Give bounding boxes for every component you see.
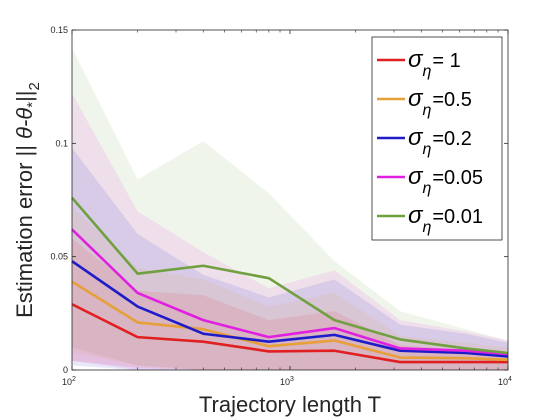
- confidence-bands: [72, 48, 508, 371]
- legend-label-4: ση=0.05: [408, 163, 483, 197]
- line-series-2: [71, 280, 509, 362]
- x-axis-label: Trajectory length T: [199, 392, 381, 417]
- band-series-1: [72, 238, 508, 370]
- line-series-3: [71, 260, 509, 358]
- y-tick-label: 0.1: [55, 138, 68, 148]
- y-axis-label-bars: ||: [12, 90, 37, 101]
- y-tick-label: 0.05: [50, 252, 68, 262]
- y-axis-label-prefix: Estimation error ||: [12, 139, 37, 318]
- y-axis-label-sub: 2: [26, 82, 43, 90]
- band-series-5: [72, 48, 508, 371]
- y-axis-label-star: *: [24, 102, 41, 108]
- y-axis-label: Estimation error || θ-θ*||2: [12, 82, 43, 318]
- y-axis-label-theta: θ-θ: [12, 108, 37, 139]
- legend-label-2: ση=0.5: [408, 85, 472, 119]
- line-series-1: [71, 303, 508, 364]
- line-series-5: [71, 196, 509, 355]
- y-tick-label: 0: [63, 365, 68, 375]
- line-series-4: [71, 228, 509, 356]
- legend: ση= 1 ση=0.5 ση=0.2 ση=0.05 ση=0.01: [371, 36, 503, 241]
- y-tick-label: 0.15: [50, 25, 68, 35]
- x-tick-label: 103: [280, 376, 294, 387]
- axis-ticks: 0 0.05 0.1 0.15 102 103 104: [50, 25, 512, 387]
- x-tick-label: 104: [498, 376, 512, 387]
- band-series-3: [72, 147, 508, 370]
- band-series-4: [72, 93, 508, 370]
- series-lines: [71, 196, 509, 364]
- x-tick-label: 102: [62, 376, 76, 387]
- legend-label-3: ση=0.2: [408, 124, 472, 158]
- band-series-2: [72, 206, 508, 370]
- legend-label-5: ση=0.01: [408, 202, 483, 236]
- legend-label-1: ση= 1: [408, 46, 461, 80]
